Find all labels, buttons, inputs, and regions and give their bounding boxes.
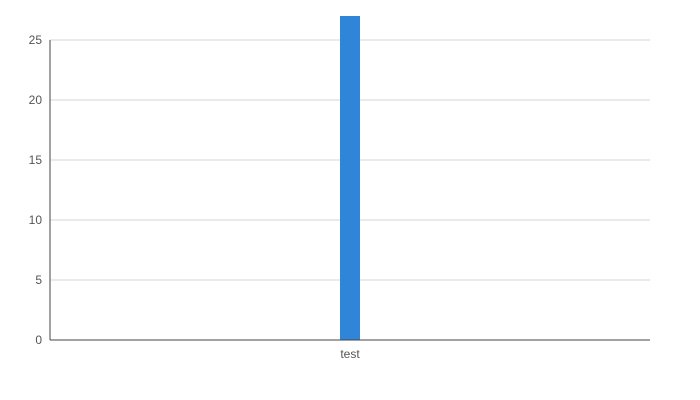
y-tick-label: 20 [29,93,43,107]
y-tick-label: 10 [29,213,43,227]
bar-test [340,16,360,340]
y-tick-label: 5 [35,273,42,287]
y-tick-label: 15 [29,153,43,167]
x-axis-ticks: test [340,347,360,361]
x-tick-label: test [340,347,360,361]
axes [49,40,650,341]
y-tick-label: 25 [29,33,43,47]
y-tick-label: 0 [35,333,42,347]
bars [340,16,360,340]
y-axis-ticks: 0 5 10 15 20 25 [29,33,43,347]
